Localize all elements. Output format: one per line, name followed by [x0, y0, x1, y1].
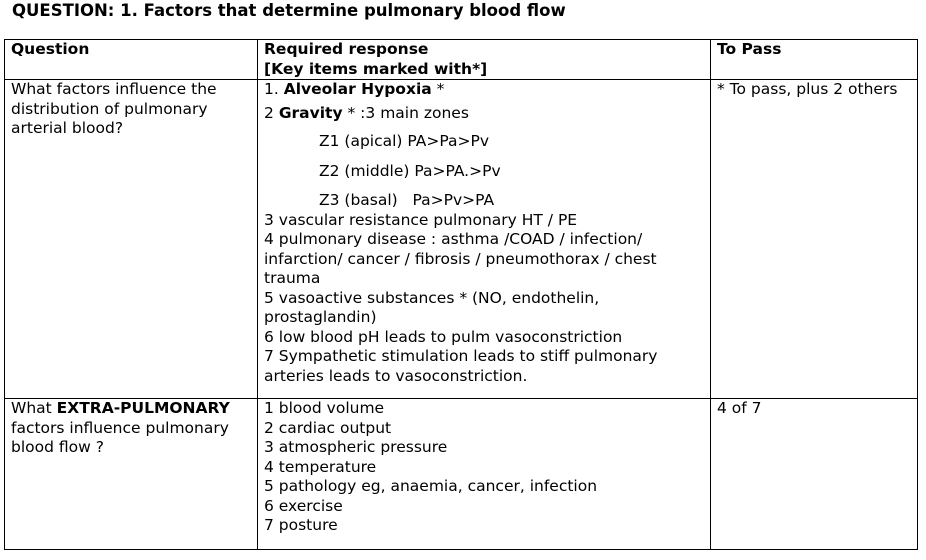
- header-response-title: Required response: [264, 40, 429, 58]
- response-item-6: 6 low blood pH leads to pulm vasoconstri…: [264, 327, 623, 346]
- item-number: 2: [264, 103, 274, 122]
- question-cell: What EXTRA-PULMONARY factors influence p…: [4, 398, 258, 550]
- header-to-pass: To Pass: [710, 39, 918, 80]
- response-item-2: 2 Gravity * :3 main zones: [264, 104, 706, 124]
- question-suffix: factors influence pulmonary blood flow ?: [11, 418, 229, 457]
- item-marker: *: [431, 80, 445, 98]
- key-item-label: Gravity: [278, 103, 343, 122]
- list-item: 2 cardiac output: [264, 418, 392, 437]
- question-cell: What factors influence the distribution …: [4, 79, 258, 399]
- pass-criteria-cell: 4 of 7: [710, 398, 918, 550]
- item-detail: * :3 main zones: [342, 103, 469, 122]
- response-item-5: 5 vasoactive substances * (NO, endotheli…: [264, 288, 600, 327]
- list-item: 3 atmospheric pressure: [264, 438, 448, 456]
- header-response-note: [Key items marked with*]: [264, 59, 488, 78]
- response-item-4: 4 pulmonary disease : asthma /COAD / inf…: [264, 230, 657, 287]
- list-item: 1 blood volume: [264, 399, 385, 417]
- key-item-label: Alveolar Hypoxia: [283, 80, 432, 98]
- zone-1: Z1 (apical) PA>Pa>Pv: [319, 132, 490, 150]
- header-required-response: Required response [Key items marked with…: [257, 39, 711, 80]
- item-number: 1.: [264, 80, 279, 98]
- list-item: 4 temperature: [264, 457, 377, 476]
- table-header-row: Question Required response [Key items ma…: [4, 39, 918, 80]
- question-emphasis: EXTRA-PULMONARY: [56, 399, 230, 417]
- response-item-7: 7 Sympathetic stimulation leads to stiff…: [264, 347, 658, 385]
- response-item-3: 3 vascular resistance pulmonary HT / PE: [264, 210, 578, 229]
- list-item: 6 exercise: [264, 496, 343, 515]
- question-prefix: What: [11, 399, 57, 417]
- header-question: Question: [4, 39, 258, 80]
- table-row: What factors influence the distribution …: [4, 79, 918, 399]
- table-row: What EXTRA-PULMONARY factors influence p…: [4, 398, 918, 550]
- response-cell: 1 blood volume 2 cardiac output 3 atmosp…: [257, 398, 711, 550]
- response-item-1: 1. Alveolar Hypoxia *: [264, 80, 706, 100]
- pass-criteria-cell: * To pass, plus 2 others: [710, 79, 918, 399]
- list-item: 7 posture: [264, 516, 338, 534]
- page-title: QUESTION: 1. Factors that determine pulm…: [12, 1, 566, 20]
- zone-2: Z2 (middle) Pa>PA.>Pv: [319, 161, 501, 180]
- question-table: Question Required response [Key items ma…: [4, 39, 918, 550]
- response-cell: 1. Alveolar Hypoxia * 2 Gravity * :3 mai…: [257, 79, 711, 399]
- list-item: 5 pathology eg, anaemia, cancer, infecti…: [264, 477, 598, 495]
- zone-3: Z3 (basal) Pa>Pv>PA: [319, 191, 495, 209]
